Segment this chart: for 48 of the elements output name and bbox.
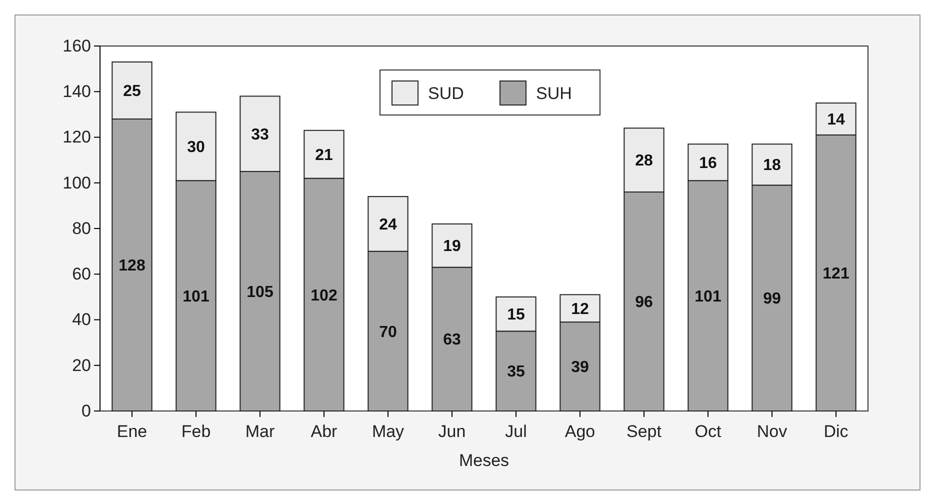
data-label: 33: [251, 126, 269, 144]
x-tick-label: Nov: [756, 422, 788, 441]
data-label: 21: [315, 146, 333, 164]
x-tick-label: Dic: [824, 422, 849, 441]
y-tick-label: 60: [72, 264, 91, 284]
y-tick-label: 20: [72, 356, 91, 375]
data-label: 39: [571, 359, 589, 376]
y-tick-label: 40: [72, 310, 91, 330]
data-label: 70: [379, 324, 397, 341]
data-label: 25: [123, 83, 141, 100]
x-tick-label: May: [372, 422, 405, 441]
y-tick-label: 80: [72, 218, 91, 238]
x-tick-label: Mar: [245, 422, 275, 441]
y-tick-label: 100: [62, 173, 91, 192]
data-label: 24: [379, 216, 397, 234]
data-label: 12: [571, 300, 589, 318]
data-label: 14: [827, 112, 845, 129]
x-tick-label: Oct: [694, 422, 722, 441]
x-tick-label: Jul: [505, 422, 527, 441]
data-label: 18: [763, 157, 781, 174]
y-tick-label: 120: [62, 128, 91, 147]
y-tick-label: 160: [62, 36, 91, 56]
data-label: 101: [182, 288, 210, 306]
x-tick-label: Abr: [310, 422, 338, 441]
data-label: 105: [246, 284, 274, 301]
data-label: 28: [635, 152, 653, 170]
data-label: 101: [694, 288, 722, 306]
data-label: 35: [507, 364, 525, 381]
x-tick-label: Ago: [564, 422, 596, 441]
x-tick-label: Jun: [438, 422, 466, 441]
legend-label: SUD: [428, 84, 464, 103]
data-label: 19: [443, 238, 461, 256]
data-label: 16: [699, 154, 717, 172]
data-label: 121: [822, 266, 850, 283]
x-tick-label: Feb: [181, 422, 211, 441]
data-label: 30: [187, 138, 205, 156]
data-label: 96: [635, 294, 653, 312]
x-tick-label: Sept: [626, 422, 662, 441]
data-label: 63: [443, 332, 461, 349]
legend-label: SUH: [536, 84, 572, 103]
x-axis-title: Meses: [458, 451, 510, 470]
data-label: 102: [310, 287, 338, 304]
data-label: 99: [763, 290, 781, 308]
y-tick-label: 0: [82, 401, 91, 420]
y-tick-label: 140: [62, 82, 91, 102]
data-label: 15: [507, 306, 525, 324]
x-tick-label: Ene: [116, 422, 148, 441]
data-label: 128: [118, 258, 146, 275]
